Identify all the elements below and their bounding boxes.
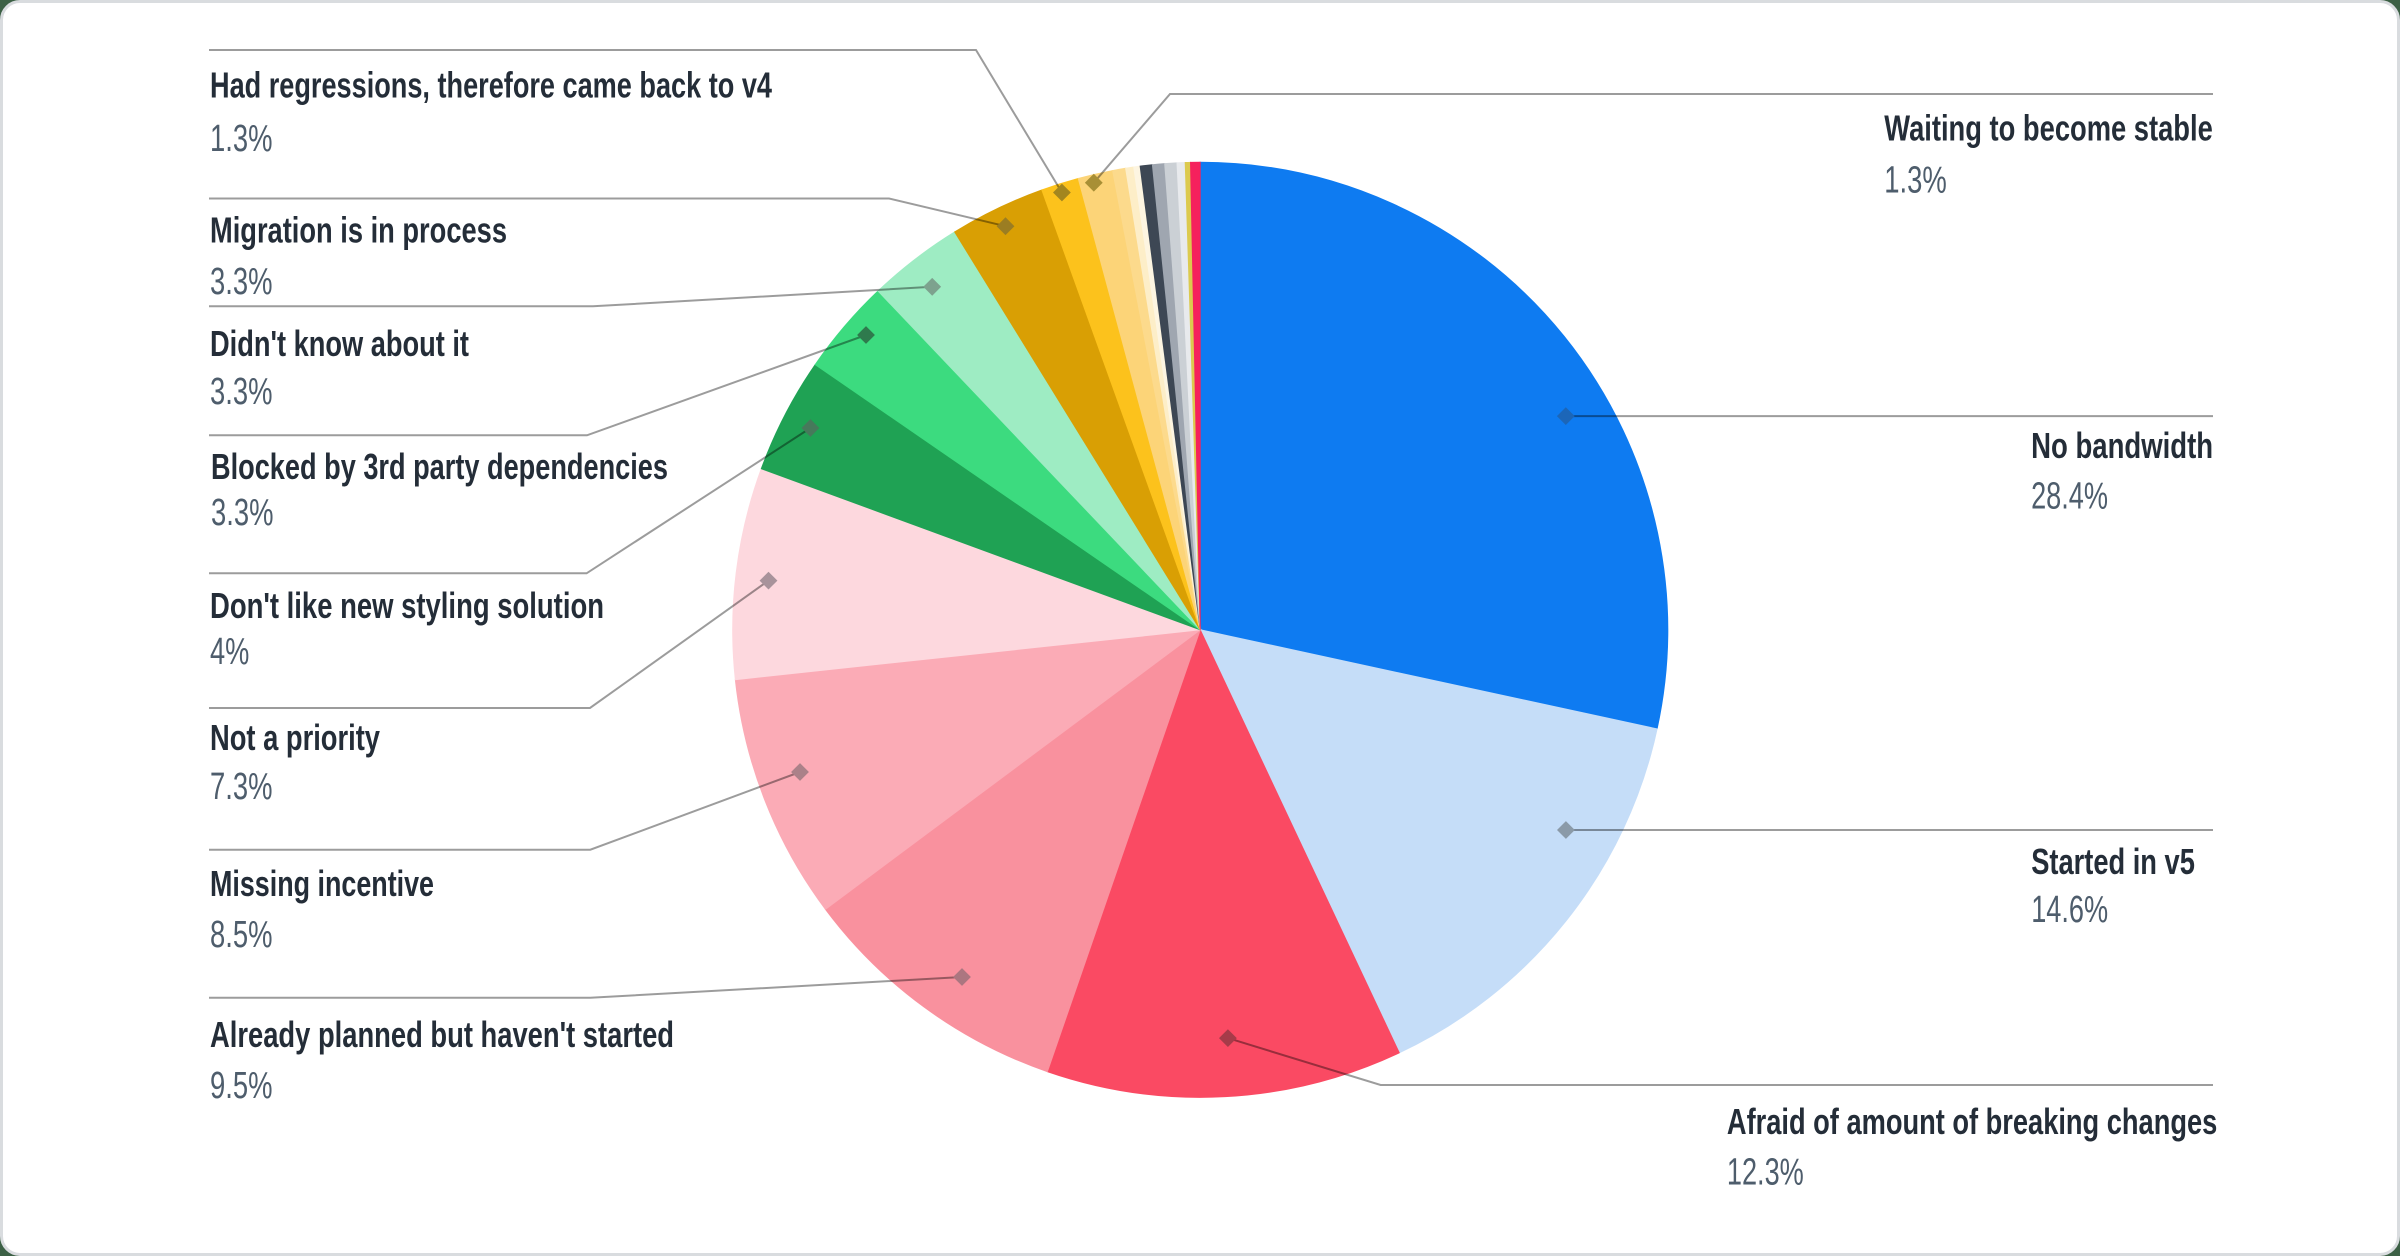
- svg-text:Started in v5: Started in v5: [2031, 841, 2195, 882]
- svg-text:Not a priority: Not a priority: [210, 717, 380, 758]
- svg-text:8.5%: 8.5%: [210, 914, 273, 956]
- svg-text:7.3%: 7.3%: [210, 766, 273, 808]
- svg-text:Had regressions, therefore cam: Had regressions, therefore came back to …: [210, 64, 772, 105]
- svg-text:3.3%: 3.3%: [210, 371, 273, 413]
- svg-text:Afraid of amount of breaking c: Afraid of amount of breaking changes: [1727, 1101, 2217, 1142]
- svg-text:Didn't know about it: Didn't know about it: [210, 323, 469, 364]
- svg-text:14.6%: 14.6%: [2031, 889, 2108, 931]
- svg-text:4%: 4%: [210, 631, 249, 673]
- svg-text:1.3%: 1.3%: [210, 118, 273, 160]
- svg-text:3.3%: 3.3%: [210, 261, 273, 303]
- svg-text:28.4%: 28.4%: [2031, 475, 2108, 517]
- svg-text:9.5%: 9.5%: [210, 1065, 273, 1107]
- svg-text:Don't like new styling solutio: Don't like new styling solution: [210, 585, 604, 626]
- svg-text:12.3%: 12.3%: [1727, 1152, 1804, 1194]
- svg-text:Missing incentive: Missing incentive: [210, 863, 434, 904]
- svg-text:Blocked by 3rd party dependenc: Blocked by 3rd party dependencies: [211, 446, 668, 487]
- svg-text:No bandwidth: No bandwidth: [2031, 425, 2213, 466]
- svg-text:Migration is in process: Migration is in process: [210, 209, 507, 250]
- svg-text:Already planned but haven't st: Already planned but haven't started: [210, 1014, 674, 1055]
- svg-text:Waiting to become stable: Waiting to become stable: [1884, 108, 2213, 149]
- svg-text:1.3%: 1.3%: [1884, 159, 1947, 201]
- svg-text:3.3%: 3.3%: [211, 492, 274, 534]
